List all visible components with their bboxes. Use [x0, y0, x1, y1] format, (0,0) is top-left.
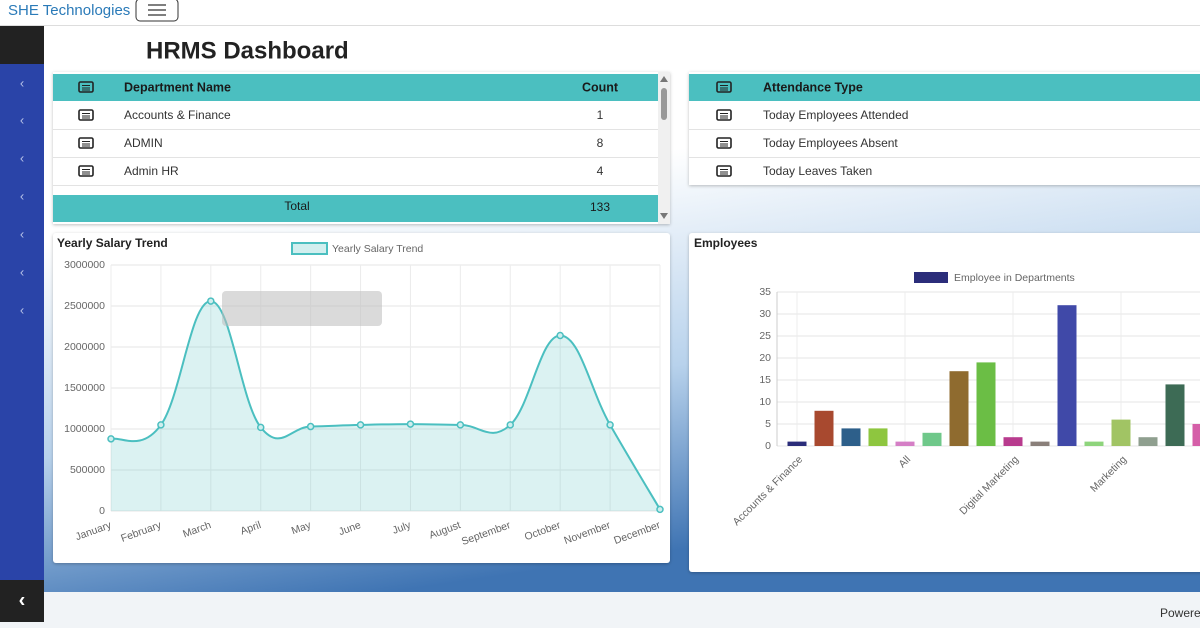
- bar: [1030, 441, 1050, 446]
- legend-swatch: [914, 272, 948, 283]
- y-tick-label: 25: [759, 330, 771, 342]
- sidebar-toggle-icon[interactable]: ‹: [19, 589, 26, 611]
- row-icon: [78, 137, 94, 149]
- point: [506, 421, 515, 429]
- department-table: [53, 72, 670, 224]
- point: [306, 422, 315, 431]
- table-header: Attendance Type: [763, 80, 863, 94]
- y-tick-label: 20: [759, 352, 771, 364]
- bar: [949, 371, 969, 446]
- bar: [1057, 305, 1077, 446]
- y-tick-label: 500000: [70, 464, 105, 476]
- bar: [922, 432, 942, 446]
- svg-text:‹: ‹: [20, 264, 24, 279]
- point: [556, 331, 564, 340]
- legend-swatch: [291, 242, 328, 255]
- y-tick-label: 3000000: [64, 259, 105, 271]
- bar: [895, 441, 915, 446]
- navbar: [0, 0, 1200, 26]
- table-cell: Admin HR: [124, 164, 179, 178]
- sidebar-toggle[interactable]: [0, 580, 44, 622]
- table-total: 133: [590, 200, 610, 214]
- y-tick-label: 10: [759, 396, 771, 408]
- y-tick-label: 5: [765, 418, 771, 430]
- bar: [1084, 441, 1104, 446]
- point: [606, 421, 614, 429]
- row-icon: [716, 81, 732, 93]
- tooltip: [222, 291, 382, 326]
- footer: [0, 592, 1200, 628]
- table-cell: Today Employees Absent: [763, 136, 898, 150]
- sidebar-items[interactable]: ‹ ‹ ‹ ‹ ‹ ‹ ‹: [20, 75, 24, 317]
- bar: [841, 428, 861, 446]
- bar: [1111, 419, 1131, 446]
- menu-button[interactable]: [135, 0, 179, 22]
- svg-text:‹: ‹: [20, 150, 24, 165]
- brand[interactable]: SHE Technologies: [8, 2, 130, 19]
- legend-label: Yearly Salary Trend: [332, 243, 423, 255]
- page-title: HRMS Dashboard: [146, 37, 349, 64]
- point: [207, 297, 215, 305]
- bar: [1165, 384, 1185, 446]
- point: [456, 421, 465, 429]
- y-tick-label: 35: [759, 286, 771, 298]
- table-cell: ADMIN: [124, 136, 163, 150]
- svg-text:‹: ‹: [20, 112, 24, 127]
- line: [110, 300, 661, 510]
- table-cell: 1: [597, 108, 604, 122]
- table-total: Total: [284, 199, 309, 213]
- table-cell: Today Leaves Taken: [763, 164, 872, 178]
- sidebar: [0, 64, 44, 580]
- y-tick-label: 30: [759, 308, 771, 320]
- row-icon: [716, 137, 732, 149]
- point: [157, 421, 165, 429]
- bar: [814, 410, 834, 446]
- y-tick-label: 1000000: [64, 423, 105, 435]
- point: [107, 435, 115, 443]
- row-icon: [78, 81, 94, 93]
- y-tick-label: 2000000: [64, 341, 105, 353]
- table-cell: Accounts & Finance: [124, 108, 231, 122]
- table-cell: 8: [597, 136, 604, 150]
- point: [656, 505, 664, 514]
- y-tick-label: 0: [99, 505, 105, 517]
- bar: [868, 428, 888, 446]
- bar: [787, 441, 807, 446]
- bar: [1138, 437, 1158, 446]
- point: [356, 421, 365, 429]
- row-icon: [716, 165, 732, 177]
- point: [406, 420, 415, 428]
- chart-title: Yearly Salary Trend: [57, 236, 168, 250]
- table-header: Count: [582, 80, 619, 94]
- y-tick-label: 15: [759, 374, 771, 386]
- chart-title: Employees: [694, 236, 758, 250]
- point: [256, 423, 265, 432]
- area: [111, 301, 660, 511]
- svg-text:‹: ‹: [20, 226, 24, 241]
- y-tick-label: 1500000: [64, 382, 105, 394]
- salary-panel: [53, 233, 670, 563]
- legend-label: Employee in Departments: [954, 272, 1075, 284]
- bar: [1192, 424, 1200, 446]
- row-icon: [78, 165, 94, 177]
- y-tick-label: 2500000: [64, 300, 105, 312]
- svg-text:‹: ‹: [20, 188, 24, 203]
- table-cell: Today Employees Attended: [763, 108, 908, 122]
- bar: [976, 362, 996, 446]
- svg-text:‹: ‹: [20, 302, 24, 317]
- table-header: Department Name: [124, 80, 231, 94]
- attendance-table: [689, 72, 1200, 185]
- footer-text: Powere: [1160, 606, 1200, 620]
- y-tick-label: 0: [765, 440, 771, 452]
- row-icon: [78, 109, 94, 121]
- sidebar-top: [0, 26, 44, 64]
- row-icon: [716, 109, 732, 121]
- table-cell: 4: [597, 164, 604, 178]
- svg-text:‹: ‹: [20, 75, 24, 90]
- bar: [1003, 437, 1023, 446]
